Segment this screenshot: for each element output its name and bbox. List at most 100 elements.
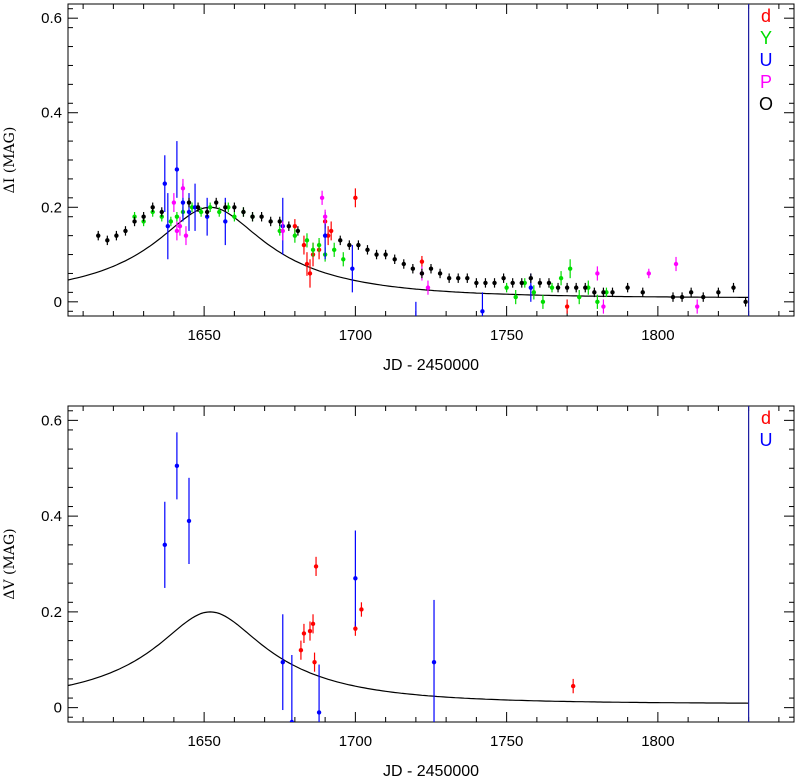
data-point bbox=[198, 209, 204, 215]
data-point bbox=[180, 186, 186, 191]
series-d bbox=[298, 556, 576, 694]
data-point bbox=[232, 214, 237, 219]
data-point bbox=[168, 219, 174, 224]
legend-label-d: d bbox=[761, 408, 771, 428]
y-tick-label: 0.4 bbox=[41, 508, 62, 525]
data-point bbox=[592, 290, 597, 295]
data-point bbox=[180, 200, 186, 205]
data-point bbox=[528, 285, 534, 290]
data-point bbox=[567, 266, 573, 271]
data-point bbox=[332, 247, 337, 253]
series-O bbox=[96, 197, 748, 307]
model-curve bbox=[68, 611, 749, 704]
x-axis-title: JD - 2450000 bbox=[383, 763, 479, 780]
data-point bbox=[595, 299, 600, 305]
legend-label-P: P bbox=[760, 72, 772, 92]
data-point bbox=[325, 233, 331, 238]
data-point bbox=[301, 242, 307, 248]
data-point bbox=[316, 710, 322, 715]
data-point bbox=[186, 209, 192, 215]
series-P bbox=[171, 178, 700, 314]
data-point bbox=[301, 631, 307, 636]
data-point bbox=[480, 309, 485, 314]
data-point bbox=[186, 518, 192, 524]
panel-bottom-delta-v: 1650 1700 1750 1800 0 0.2 0.4 0.6 JD - 2450000 ΔV… bbox=[2, 405, 795, 780]
data-point bbox=[226, 205, 231, 210]
data-point bbox=[316, 242, 322, 248]
series-U bbox=[162, 432, 437, 722]
data-point bbox=[313, 564, 319, 569]
legend-label-U: U bbox=[760, 50, 773, 70]
y-tick-label: 0.6 bbox=[41, 10, 62, 27]
data-point bbox=[419, 259, 425, 264]
data-point bbox=[338, 238, 343, 243]
data-point bbox=[350, 266, 355, 271]
data-point bbox=[474, 280, 479, 286]
x-tick-label: 1650 bbox=[187, 733, 220, 750]
data-point bbox=[289, 719, 295, 722]
data-point bbox=[141, 214, 146, 219]
data-point bbox=[564, 285, 570, 290]
data-point bbox=[223, 219, 228, 224]
data-point bbox=[307, 628, 313, 634]
data-point bbox=[292, 233, 298, 238]
data-point bbox=[673, 261, 679, 267]
data-point bbox=[105, 238, 110, 243]
data-point bbox=[204, 209, 210, 215]
data-point bbox=[570, 683, 576, 689]
data-point bbox=[374, 252, 379, 257]
data-point bbox=[328, 228, 334, 234]
model-curve bbox=[68, 206, 749, 298]
x-tick-label: 1800 bbox=[641, 733, 674, 750]
data-point bbox=[546, 280, 552, 286]
data-point bbox=[510, 280, 515, 286]
data-point bbox=[695, 304, 700, 309]
data-point bbox=[174, 228, 180, 234]
y-axis-title: ΔI (MAG) bbox=[2, 127, 18, 194]
data-point bbox=[292, 223, 298, 229]
data-point bbox=[286, 223, 292, 229]
legend-label-O: O bbox=[759, 94, 773, 114]
data-point bbox=[177, 223, 183, 229]
data-point bbox=[217, 209, 222, 215]
data-point bbox=[646, 271, 651, 276]
data-point bbox=[531, 290, 537, 295]
y-tick-label: 0 bbox=[54, 700, 62, 717]
y-tick-label: 0.2 bbox=[41, 604, 62, 621]
data-point bbox=[392, 257, 397, 262]
data-point bbox=[519, 280, 524, 286]
plot-area bbox=[68, 141, 749, 323]
legend-label-U: U bbox=[760, 430, 773, 450]
data-point bbox=[123, 228, 128, 234]
data-point bbox=[383, 252, 388, 257]
data-point bbox=[174, 463, 180, 469]
panel-top-delta-i: 1650 1700 1750 1800 0 0.2 0.4 0.6 JD - 2450000 ΔI… bbox=[2, 3, 795, 374]
data-point bbox=[640, 290, 645, 295]
data-point bbox=[268, 219, 273, 224]
data-point bbox=[192, 205, 198, 210]
data-point bbox=[577, 294, 582, 300]
data-point bbox=[701, 294, 706, 300]
y-tick-label: 0.6 bbox=[41, 412, 62, 429]
data-point bbox=[522, 280, 527, 286]
y-tick-label: 0.4 bbox=[41, 105, 62, 122]
data-point bbox=[549, 285, 555, 290]
data-point bbox=[322, 233, 328, 238]
data-point bbox=[307, 271, 313, 276]
data-point bbox=[446, 275, 452, 281]
data-point bbox=[174, 167, 180, 172]
data-point bbox=[414, 319, 418, 323]
data-point bbox=[341, 257, 346, 262]
data-point bbox=[679, 294, 685, 300]
data-point bbox=[743, 299, 748, 305]
data-point bbox=[625, 285, 630, 290]
data-point bbox=[298, 647, 304, 653]
data-point bbox=[159, 209, 164, 215]
data-point bbox=[162, 181, 167, 186]
data-point bbox=[688, 290, 694, 295]
data-point bbox=[558, 275, 564, 281]
data-point bbox=[280, 659, 285, 665]
x-axis-title: JD - 2450000 bbox=[383, 357, 479, 374]
data-point bbox=[601, 290, 606, 295]
data-point bbox=[583, 285, 588, 290]
